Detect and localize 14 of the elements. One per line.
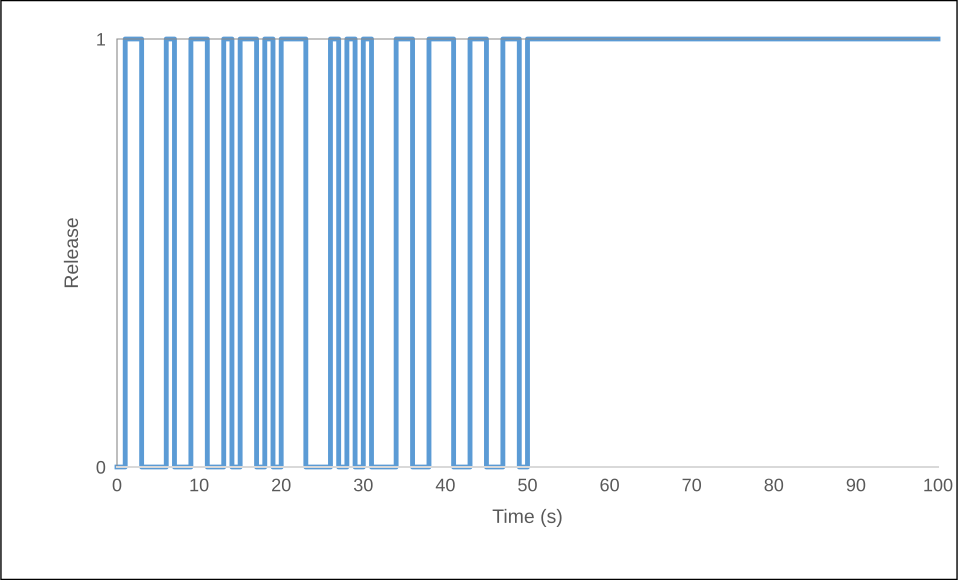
x-tick-label: 50 bbox=[518, 478, 537, 492]
y-tick-label: 1 bbox=[97, 33, 106, 46]
x-axis-title: Time (s) bbox=[492, 508, 562, 527]
x-tick-label: 10 bbox=[190, 478, 208, 492]
x-tick-label: 100 bbox=[924, 478, 952, 492]
x-tick-label: 80 bbox=[764, 478, 784, 492]
x-tick-label: 30 bbox=[354, 478, 373, 492]
y-axis-title: Release bbox=[64, 218, 78, 288]
x-tick-label: 90 bbox=[846, 478, 866, 492]
x-tick-label: 70 bbox=[682, 478, 702, 492]
x-tick-label: 60 bbox=[600, 478, 619, 492]
x-tick-label: 20 bbox=[272, 478, 291, 492]
x-tick-label: 0 bbox=[112, 478, 122, 492]
x-tick-label: 40 bbox=[436, 478, 455, 492]
